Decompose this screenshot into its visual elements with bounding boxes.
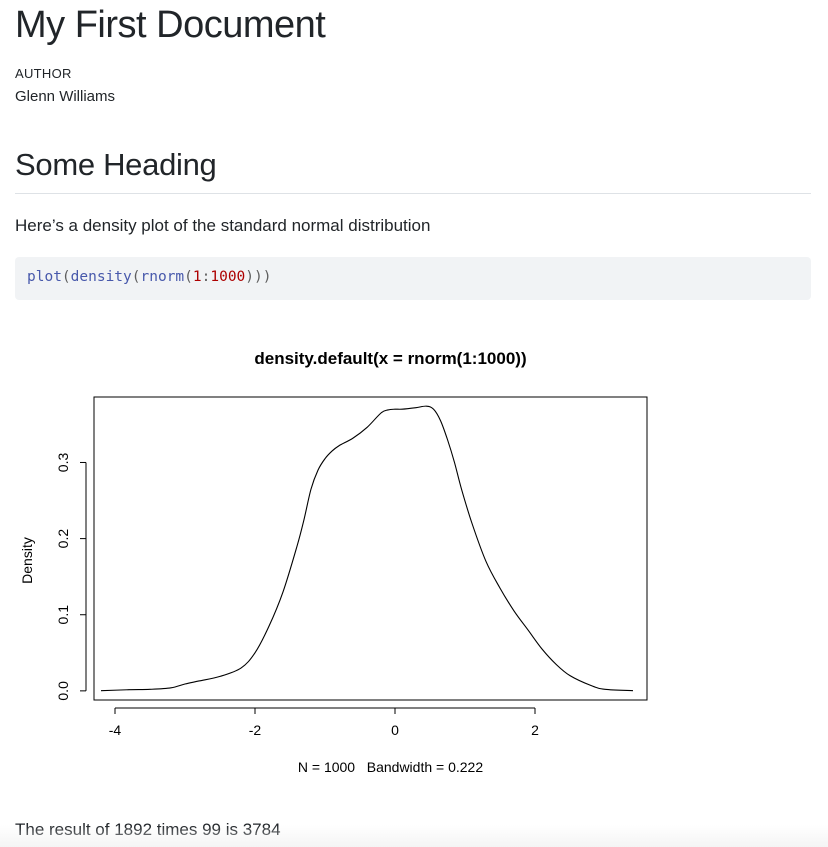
- density-curve: [100, 405, 634, 692]
- x-tick-label: 2: [531, 722, 539, 738]
- code-token: ))): [245, 269, 272, 285]
- density-plot-svg: density.default(x = rnorm(1:1000)) -4 -2 0 2…: [19, 349, 648, 775]
- density-plot: density.default(x = rnorm(1:1000)) -4 -2 0 2…: [15, 330, 705, 790]
- author-label: AUTHOR: [15, 66, 72, 81]
- author-name: Glenn Williams: [15, 88, 116, 105]
- chart-title: density.default(x = rnorm(1:1000)): [254, 349, 526, 368]
- x-axis-label: N = 1000 Bandwidth = 0.222: [298, 759, 483, 775]
- section-heading: Some Heading: [15, 147, 217, 182]
- y-axis-label: Density: [19, 537, 35, 584]
- intro-paragraph: Here’s a density plot of the standard no…: [15, 216, 431, 235]
- code-token: 1: [192, 269, 202, 285]
- code-token: plot: [27, 269, 62, 285]
- y-tick-label: 0.0: [55, 681, 71, 701]
- y-tick-label: 0.3: [55, 453, 71, 473]
- code-token: rnorm: [140, 269, 185, 285]
- code-token: 1000: [210, 269, 246, 285]
- y-tick-label: 0.1: [55, 605, 71, 625]
- code-token: (: [184, 269, 193, 285]
- x-tick-label: -4: [109, 722, 122, 738]
- plot-frame: [93, 396, 648, 701]
- code-line: plot(density(rnorm(1:1000))): [27, 269, 271, 285]
- x-tick-label: 0: [391, 722, 399, 738]
- code-token: (: [61, 269, 71, 285]
- x-tick-label: -2: [249, 722, 262, 738]
- code-token: (: [131, 269, 141, 285]
- code-block[interactable]: plot(density(rnorm(1:1000))): [15, 257, 811, 300]
- result-paragraph: The result of 1892 times 99 is 3784: [15, 820, 281, 839]
- document-title: My First Document: [15, 4, 326, 46]
- heading-divider: [15, 193, 811, 194]
- y-tick-label: 0.2: [55, 529, 71, 549]
- code-token: density: [70, 269, 132, 285]
- code-token: :: [201, 269, 211, 285]
